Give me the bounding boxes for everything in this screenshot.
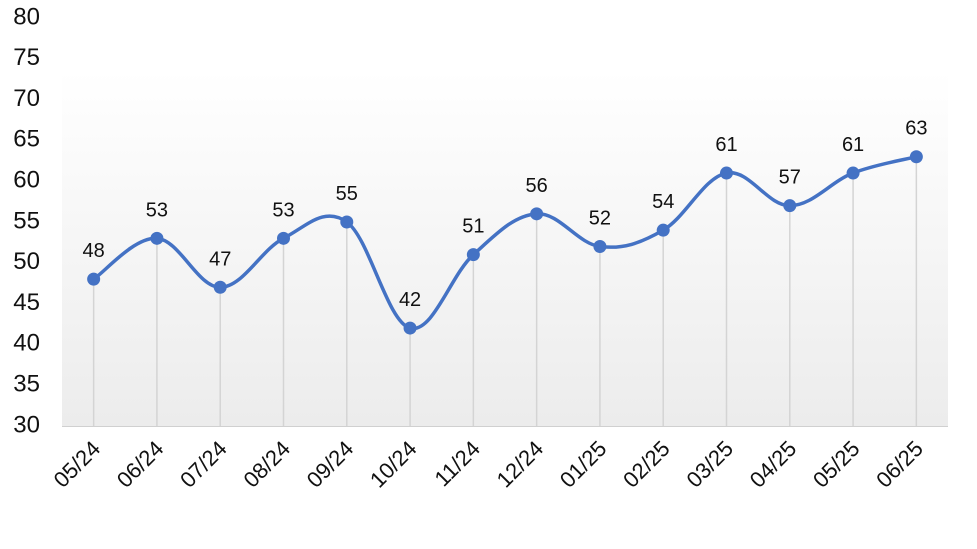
data-label: 57 — [779, 167, 801, 189]
y-tick-label: 75 — [13, 44, 40, 71]
x-tick-label: 02/25 — [618, 436, 675, 493]
point — [403, 321, 417, 335]
x-tick-label: 07/24 — [175, 436, 232, 493]
y-tick-label: 40 — [13, 330, 40, 357]
data-label: 53 — [272, 199, 294, 221]
data-label: 61 — [842, 134, 864, 156]
y-tick-label: 80 — [13, 3, 40, 30]
data-label: 61 — [715, 134, 737, 156]
x-tick-label: 08/24 — [238, 436, 295, 493]
x-tick-label: 05/24 — [49, 436, 106, 493]
point — [909, 150, 923, 164]
data-label: 53 — [146, 199, 168, 221]
data-label: 48 — [83, 240, 105, 262]
y-tick-label: 35 — [13, 371, 40, 398]
y-tick-label: 65 — [13, 126, 40, 153]
data-label: 54 — [652, 191, 674, 213]
point — [277, 231, 290, 245]
data-label: 63 — [905, 118, 927, 140]
y-tick-label: 45 — [13, 289, 40, 316]
data-label: 42 — [399, 289, 421, 311]
point — [213, 280, 227, 294]
plot-background — [62, 70, 948, 426]
point — [656, 223, 670, 237]
data-label: 51 — [462, 216, 484, 238]
x-tick-label: 10/24 — [365, 436, 422, 493]
y-tick-label: 70 — [13, 85, 40, 112]
data-label: 55 — [336, 183, 358, 205]
data-label: 47 — [209, 248, 231, 270]
point — [466, 248, 480, 262]
y-tick-label: 60 — [13, 167, 40, 194]
point — [87, 272, 101, 286]
point — [783, 199, 797, 213]
y-tick-label: 50 — [13, 248, 40, 275]
x-tick-label: 09/24 — [302, 436, 359, 493]
point — [720, 166, 733, 180]
x-tick-label: 06/24 — [112, 436, 169, 493]
x-tick-label: 12/24 — [492, 436, 549, 493]
x-tick-label: 03/25 — [681, 436, 738, 493]
x-tick-label: 06/25 — [871, 436, 928, 493]
data-label: 52 — [589, 207, 611, 229]
point — [846, 166, 860, 180]
x-tick-label: 04/25 — [745, 436, 802, 493]
point — [530, 207, 544, 221]
point — [593, 239, 607, 253]
x-tick-label: 01/25 — [555, 436, 612, 493]
y-tick-label: 55 — [13, 207, 40, 234]
x-tick-label: 11/24 — [429, 436, 484, 491]
point — [340, 215, 354, 229]
point — [150, 231, 164, 245]
x-tick-label: 05/25 — [808, 436, 865, 493]
y-tick-label: 30 — [13, 411, 40, 438]
data-label: 56 — [526, 175, 548, 197]
